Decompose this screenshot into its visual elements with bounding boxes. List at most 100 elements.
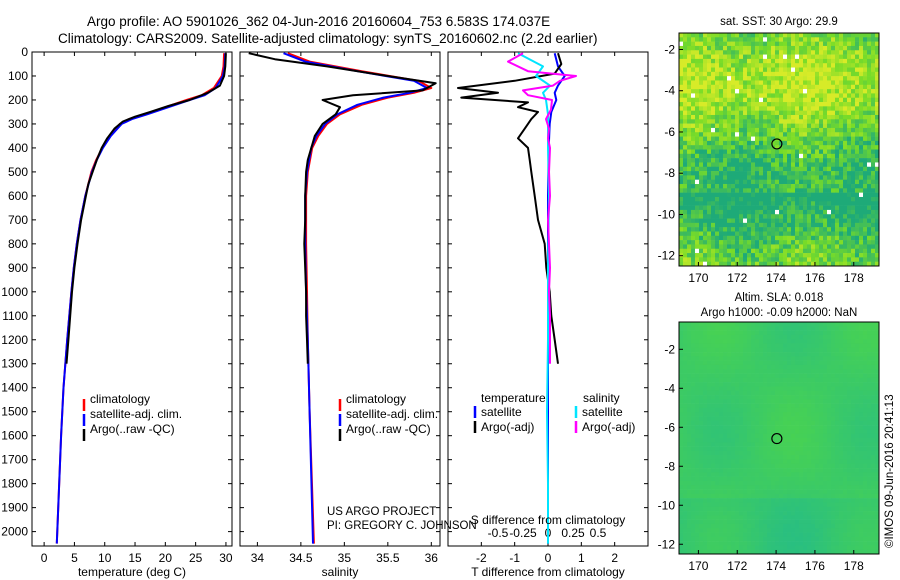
map-cell xyxy=(723,132,728,137)
map-cell xyxy=(851,222,856,228)
map-cell xyxy=(783,97,788,103)
map-cell xyxy=(711,45,716,51)
map-cell xyxy=(859,339,864,344)
map-cell xyxy=(859,123,864,129)
map-cell xyxy=(699,395,704,400)
map-cell xyxy=(819,175,824,180)
map-cell xyxy=(719,184,724,189)
map-cell xyxy=(719,145,724,150)
map-cell xyxy=(855,472,860,477)
map-cell xyxy=(779,442,784,447)
map-cell xyxy=(755,123,760,129)
map-cell xyxy=(759,476,764,482)
map-cell xyxy=(795,140,800,146)
map-cell xyxy=(847,352,852,357)
map-cell xyxy=(751,45,756,51)
map-cell xyxy=(739,222,744,228)
map-cell xyxy=(771,489,776,495)
map-cell xyxy=(703,407,708,413)
map-cell xyxy=(847,45,852,51)
map-cell xyxy=(723,334,728,340)
map-cell xyxy=(707,80,712,86)
map-cell xyxy=(763,97,768,103)
map-cell xyxy=(779,343,784,349)
map-cell xyxy=(823,119,828,124)
map-cell xyxy=(783,179,788,185)
map-cell xyxy=(791,416,796,422)
map-cell xyxy=(851,425,856,430)
map-cell xyxy=(823,330,828,336)
map-cell xyxy=(707,132,712,137)
map-cell xyxy=(867,218,872,224)
map-cell xyxy=(699,356,704,361)
map-cell xyxy=(751,330,756,336)
map-cell xyxy=(691,58,696,64)
map-cell xyxy=(695,468,700,473)
map-cell xyxy=(823,71,828,77)
series-line-salinity-satellite xyxy=(517,52,551,544)
map-cell xyxy=(759,420,764,426)
map-cell xyxy=(827,369,832,374)
map-cell xyxy=(835,140,840,146)
map-cell xyxy=(831,145,836,150)
map-cell xyxy=(727,425,732,430)
map-cell xyxy=(763,114,768,120)
map-cell xyxy=(747,369,752,374)
map-cell xyxy=(783,41,788,47)
map-cell xyxy=(747,63,752,68)
map-cell xyxy=(863,89,868,94)
s-tick-label: -0.5 xyxy=(488,526,509,540)
map-cell xyxy=(687,63,692,68)
map-cell xyxy=(739,227,744,232)
map-cell xyxy=(691,149,696,155)
map-cell xyxy=(771,50,776,55)
map-cell xyxy=(835,97,840,103)
map-cell xyxy=(775,407,780,413)
map-cell xyxy=(863,373,868,379)
map-cell xyxy=(791,334,796,340)
map-cell xyxy=(815,231,820,237)
map-cell xyxy=(811,330,816,336)
map-cell xyxy=(823,382,828,387)
map-cell xyxy=(691,201,696,206)
map-cell xyxy=(763,218,768,224)
map-cell xyxy=(855,205,860,211)
map-cell xyxy=(819,140,824,146)
map-cell xyxy=(743,153,748,159)
map-cell xyxy=(691,114,696,120)
map-cell xyxy=(735,37,740,42)
map-cell xyxy=(739,403,744,409)
map-cell xyxy=(851,153,856,159)
map-cell xyxy=(763,41,768,47)
lat-tick-label: -2 xyxy=(664,42,675,56)
map-cell xyxy=(771,201,776,206)
map-cell xyxy=(835,114,840,120)
map-cell xyxy=(719,339,724,344)
map-cell xyxy=(811,106,816,111)
map-cell xyxy=(727,339,732,344)
map-cell xyxy=(771,58,776,64)
map-cell xyxy=(695,472,700,477)
map-cell xyxy=(795,377,800,383)
map-cell xyxy=(783,480,788,486)
map-cell xyxy=(811,334,816,340)
map-cell xyxy=(803,175,808,180)
map-cell xyxy=(795,240,800,245)
map-cell xyxy=(847,67,852,73)
map-cell xyxy=(811,97,816,103)
map-cell xyxy=(851,248,856,254)
map-cell xyxy=(751,162,756,168)
map-cell xyxy=(847,158,852,163)
map-cell xyxy=(867,364,872,370)
map-cell xyxy=(875,369,880,374)
map-cell xyxy=(739,84,744,90)
map-cell xyxy=(823,459,828,465)
map-cell xyxy=(759,244,764,250)
map-cell xyxy=(855,41,860,47)
map-cell xyxy=(719,63,724,68)
map-cell xyxy=(839,339,844,344)
map-cell xyxy=(771,188,776,193)
map-cell xyxy=(739,377,744,383)
map-cell xyxy=(875,257,880,262)
map-cell xyxy=(827,166,832,172)
